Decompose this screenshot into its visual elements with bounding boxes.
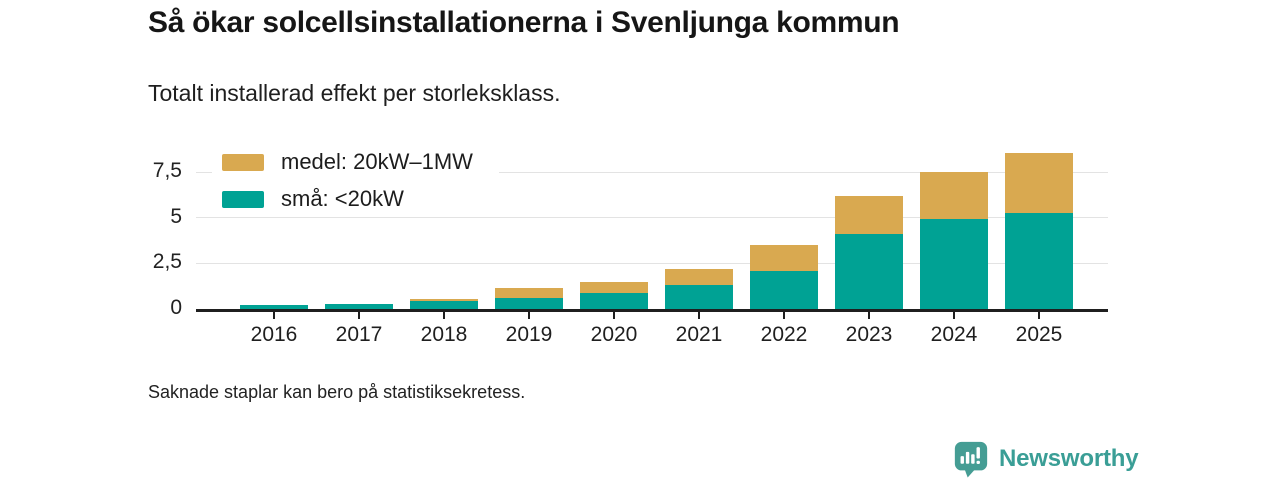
- x-tick-2022: [783, 312, 785, 319]
- x-tick-label-2021: 2021: [675, 323, 723, 346]
- newsworthy-logo[interactable]: Newsworthy: [952, 440, 1139, 478]
- bar-segment-2022-medel: [750, 245, 818, 271]
- x-tick-2019: [528, 312, 530, 319]
- brand-name: Newsworthy: [999, 445, 1139, 472]
- bar-segment-2019-små: [495, 297, 563, 309]
- gridline-2,5: [196, 262, 1108, 264]
- bar-segment-2018-små: [410, 301, 478, 309]
- bar-segment-2022-små: [750, 270, 818, 309]
- chart-title: Så ökar solcellsinstallationerna i Svenl…: [148, 6, 900, 39]
- bar-segment-2019-medel: [495, 287, 563, 298]
- legend-label: medel: 20kW–1MW: [281, 149, 473, 174]
- footnote: Saknade staplar kan bero på statistiksek…: [148, 382, 526, 402]
- bar-segment-2020-medel: [580, 281, 648, 293]
- x-tick-2020: [613, 312, 615, 319]
- x-tick-label-2018: 2018: [420, 323, 468, 346]
- legend-swatch: [222, 153, 264, 171]
- legend-swatch: [222, 190, 264, 208]
- bar-segment-2024-små: [920, 218, 988, 309]
- bar-segment-2018-medel: [410, 298, 478, 302]
- bar-segment-2017-små: [325, 303, 393, 309]
- bar-segment-2020-små: [580, 292, 648, 309]
- x-tick-label-2020: 2020: [590, 323, 638, 346]
- y-tick-label: 0: [170, 296, 182, 319]
- bar-segment-2025-små: [1005, 212, 1073, 309]
- bar-segment-2021-små: [665, 284, 733, 309]
- x-tick-label-2023: 2023: [845, 323, 893, 346]
- legend-item: små: <20kW: [222, 188, 473, 210]
- bar-segment-2024-medel: [920, 172, 988, 219]
- bar-segment-2023-små: [835, 234, 903, 309]
- bar-segment-2016-små: [240, 305, 308, 309]
- legend-item: medel: 20kW–1MW: [222, 151, 473, 173]
- y-tick-label: 2,5: [152, 250, 182, 274]
- newsworthy-icon: [954, 441, 988, 478]
- y-tick-label: 7,5: [152, 159, 182, 183]
- bar-segment-2021-medel: [665, 268, 733, 285]
- y-tick-label: 5: [170, 204, 182, 228]
- x-tick-label-2025: 2025: [1015, 323, 1063, 346]
- x-tick-2018: [443, 312, 445, 319]
- gridline-7,5: [196, 171, 1108, 173]
- x-tick-2025: [1038, 312, 1040, 319]
- x-tick-label-2016: 2016: [250, 323, 298, 346]
- x-tick-2017: [358, 312, 360, 319]
- x-tick-label-2019: 2019: [505, 323, 553, 346]
- chart-subtitle: Totalt installerad effekt per storlekskl…: [148, 80, 561, 106]
- x-tick-2024: [953, 312, 955, 319]
- gridline-5: [196, 217, 1108, 219]
- x-tick-label-2024: 2024: [930, 323, 978, 346]
- bar-segment-2025-medel: [1005, 152, 1073, 213]
- plot-area: 0 2,5 5 7,5 2016 2017 2018 2019 2020 2021 2022 2023…: [153, 145, 1108, 346]
- x-tick-2023: [868, 312, 870, 319]
- legend-label: små: <20kW: [281, 186, 404, 211]
- legend: medel: 20kW–1MW små: <20kW: [212, 145, 499, 216]
- x-tick-2016: [273, 312, 275, 319]
- x-tick-2021: [698, 312, 700, 319]
- x-tick-label-2017: 2017: [335, 323, 383, 346]
- x-tick-label-2022: 2022: [760, 323, 808, 346]
- bar-segment-2023-medel: [835, 196, 903, 235]
